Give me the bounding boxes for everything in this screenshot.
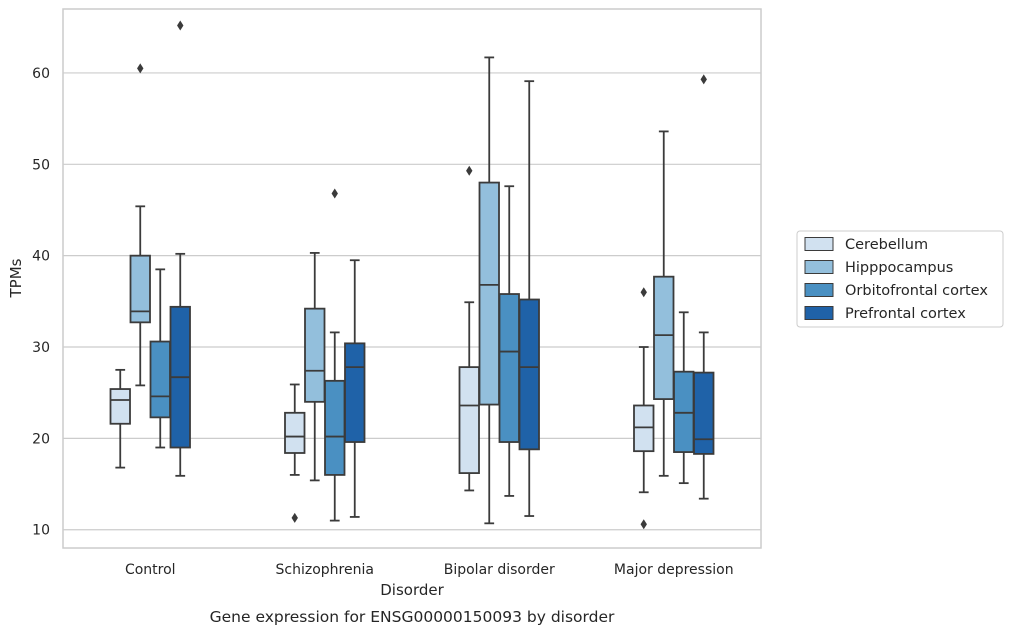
- x-tick-label: Major depression: [614, 562, 734, 578]
- box-group: [693, 74, 715, 500]
- x-tick-labels: Control Schizophrenia Bipolar disorder Majo…: [125, 562, 734, 578]
- y-tick-label: 40: [32, 249, 50, 265]
- legend-label: Cerebellum: [845, 237, 928, 253]
- iqr-box: [478, 181, 500, 406]
- iqr-box: [284, 411, 306, 454]
- iqr-box: [653, 275, 675, 400]
- y-tick-label: 10: [32, 523, 50, 539]
- iqr-box: [458, 366, 480, 474]
- y-tick-labels: 10 20 30 40 50 60: [32, 66, 50, 539]
- outlier-point: [640, 287, 647, 298]
- iqr-box: [693, 371, 715, 455]
- iqr-box: [129, 254, 151, 324]
- iqr-box: [304, 307, 326, 403]
- outlier-point: [640, 519, 647, 530]
- x-axis-label: Disorder: [380, 581, 444, 599]
- box-group: [324, 188, 346, 522]
- figure-caption: Gene expression for ENSG00000150093 by d…: [210, 608, 615, 626]
- legend: Cerebellum Hipppocampus Orbitofrontal cort…: [796, 230, 1004, 328]
- legend-swatch: [804, 237, 834, 251]
- box-group: [169, 20, 191, 477]
- iqr-box: [498, 293, 520, 443]
- y-axis-label: TPMs: [7, 258, 25, 298]
- legend-swatch: [804, 306, 834, 320]
- outlier-point: [700, 74, 707, 85]
- iqr-box: [673, 370, 695, 453]
- box-group: [129, 63, 151, 387]
- box-group: [478, 56, 500, 525]
- box-group: [344, 259, 366, 518]
- iqr-box: [149, 340, 171, 419]
- plot-area-frame: [62, 8, 762, 549]
- y-tick-label: 60: [32, 66, 50, 82]
- box-group: [653, 130, 675, 477]
- iqr-box: [344, 342, 366, 443]
- iqr-box: [633, 404, 655, 453]
- box-group: [458, 165, 480, 492]
- x-tick-label: Schizophrenia: [276, 562, 374, 578]
- legend-swatch: [804, 283, 834, 297]
- outlier-point: [331, 188, 338, 199]
- box-group: [518, 80, 540, 517]
- box-group: [633, 287, 655, 530]
- outlier-point: [291, 512, 298, 523]
- y-tick-label: 30: [32, 340, 50, 356]
- box-group: [673, 311, 695, 485]
- outlier-point: [466, 165, 473, 176]
- y-tick-label: 20: [32, 431, 50, 447]
- iqr-box: [518, 298, 540, 451]
- box-group: [284, 383, 306, 523]
- y-tick-label: 50: [32, 157, 50, 173]
- boxes-layer: [109, 20, 715, 530]
- legend-swatch: [804, 260, 834, 274]
- outlier-point: [137, 63, 144, 74]
- box-group: [149, 268, 171, 449]
- iqr-box: [324, 379, 346, 476]
- legend-label: Prefrontal cortex: [845, 306, 966, 322]
- iqr-box: [109, 388, 131, 425]
- legend-label: Orbitofrontal cortex: [845, 283, 988, 299]
- box-group: [109, 368, 131, 469]
- legend-frame: [796, 230, 1004, 328]
- box-group: [304, 252, 326, 482]
- x-tick-label: Control: [125, 562, 176, 578]
- outlier-point: [177, 20, 184, 31]
- x-tick-label: Bipolar disorder: [444, 562, 555, 578]
- legend-label: Hipppocampus: [845, 260, 953, 276]
- box-group: [498, 185, 520, 497]
